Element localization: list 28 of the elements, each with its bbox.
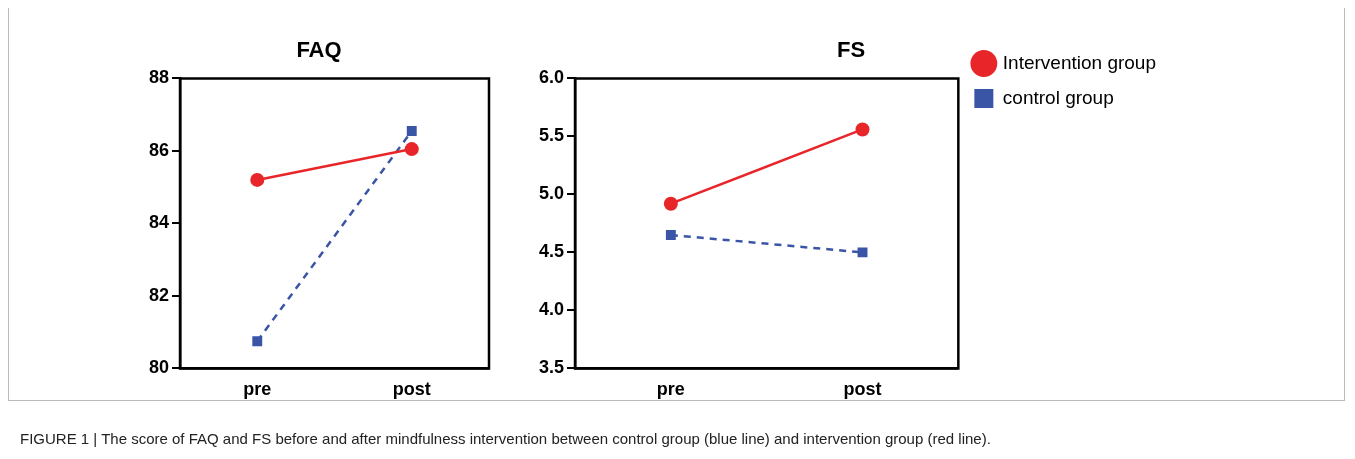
y-tick-label: 86 <box>148 139 170 160</box>
y-tick-label: 4.5 <box>538 241 565 262</box>
caption: FIGURE 1 | The score of FAQ and FS before and after mindfulness intervention between control group (blue line) and intervention group (red line). <box>20 430 991 447</box>
chart-title: FS <box>836 37 866 63</box>
point <box>406 126 417 136</box>
point <box>252 336 263 347</box>
point <box>855 122 870 137</box>
point <box>665 230 676 240</box>
y-tick-label: 80 <box>148 357 170 378</box>
point <box>857 247 868 258</box>
point <box>404 142 419 157</box>
y-tick-label: 84 <box>148 212 170 233</box>
x-tick-label: post <box>392 379 431 400</box>
x-tick-label: post <box>843 379 882 400</box>
chart-title: FAQ <box>296 37 342 63</box>
legend-label: Intervention group <box>1002 51 1157 73</box>
point <box>663 196 678 211</box>
y-tick-label: 4.0 <box>538 299 565 320</box>
y-tick-label: 5.5 <box>538 125 565 146</box>
x-tick-label: pre <box>243 379 272 400</box>
x-tick-label: pre <box>656 379 685 400</box>
point <box>250 172 265 187</box>
y-tick-label: 5.0 <box>538 183 565 204</box>
y-tick-label: 3.5 <box>538 357 565 378</box>
y-tick-label: 6.0 <box>538 67 565 88</box>
y-tick-label: 88 <box>148 67 170 88</box>
y-tick-label: 82 <box>148 284 170 305</box>
legend-label: control group <box>1002 86 1114 108</box>
